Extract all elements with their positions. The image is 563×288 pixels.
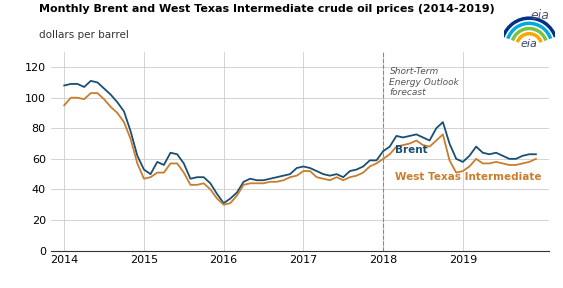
Text: Short-Term
Energy Outlook
forecast: Short-Term Energy Outlook forecast <box>390 67 459 97</box>
Text: eia: eia <box>530 9 549 22</box>
Text: eia: eia <box>521 39 538 49</box>
Text: West Texas Intermediate: West Texas Intermediate <box>395 172 542 182</box>
Text: Monthly Brent and West Texas Intermediate crude oil prices (2014-2019): Monthly Brent and West Texas Intermediat… <box>39 4 495 14</box>
Text: dollars per barrel: dollars per barrel <box>39 30 129 40</box>
Text: Brent: Brent <box>395 145 428 155</box>
